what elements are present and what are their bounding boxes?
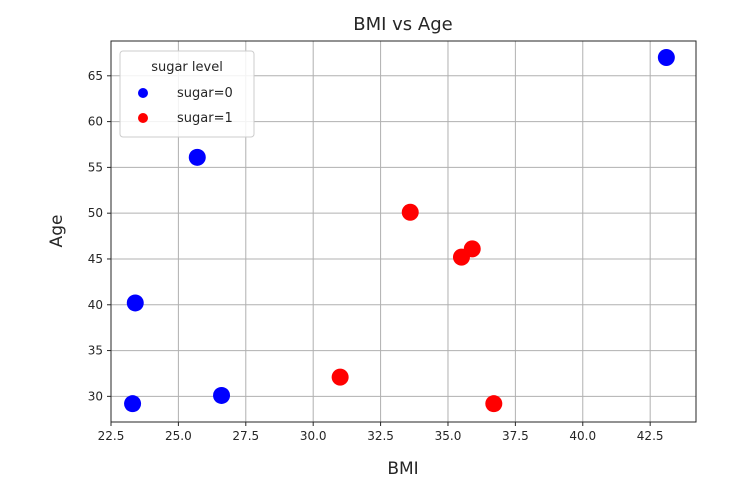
data-point-sugar-0-3 [213, 386, 231, 404]
x-tick-label: 30.0 [300, 429, 327, 443]
y-tick-label: 35 [88, 344, 103, 358]
y-tick-label: 45 [88, 252, 103, 266]
x-tick-label: 40.0 [569, 429, 596, 443]
y-tick-label: 60 [88, 115, 103, 129]
x-axis-label: BMI [387, 459, 418, 479]
y-tick-label: 55 [88, 160, 103, 174]
data-point-sugar-1-3 [331, 368, 349, 386]
x-tick-label: 27.5 [232, 429, 259, 443]
data-points [124, 48, 675, 413]
x-tick-label: 35.0 [435, 429, 462, 443]
legend-marker-sugar-0 [138, 88, 148, 98]
x-tick-label: 25.0 [165, 429, 192, 443]
legend-label-sugar-1: sugar=1 [177, 111, 233, 126]
legend-label-sugar-0: sugar=0 [177, 86, 233, 101]
y-axis-ticks: 30 35 40 45 50 55 60 65 [88, 69, 111, 403]
data-point-sugar-0-1 [188, 148, 206, 166]
x-axis-ticks: 22.5 25.0 27.5 30.0 32.5 35.0 37.5 40.0 42.5 [98, 422, 664, 443]
data-point-sugar-1-4 [485, 395, 503, 413]
data-point-sugar-0-4 [124, 395, 142, 413]
x-tick-label: 42.5 [637, 429, 664, 443]
y-tick-label: 40 [88, 298, 103, 312]
plot-frame [110, 40, 697, 423]
y-tick-label: 30 [88, 389, 103, 403]
legend: sugar level sugar=0 sugar=1 [119, 50, 255, 138]
data-point-sugar-1-0 [401, 203, 419, 221]
y-tick-label: 65 [88, 69, 103, 83]
x-tick-label: 32.5 [367, 429, 394, 443]
chart-title: BMI vs Age [353, 14, 452, 35]
data-point-sugar-0-0 [657, 48, 675, 66]
data-point-sugar-0-2 [126, 294, 144, 312]
x-tick-label: 37.5 [502, 429, 529, 443]
y-tick-label: 50 [88, 206, 103, 220]
legend-title: sugar level [151, 60, 223, 75]
x-tick-label: 22.5 [98, 429, 125, 443]
legend-box [119, 50, 255, 138]
data-point-sugar-1-2 [452, 248, 470, 266]
y-axis-label: Age [47, 215, 67, 248]
legend-marker-sugar-1 [138, 113, 148, 123]
